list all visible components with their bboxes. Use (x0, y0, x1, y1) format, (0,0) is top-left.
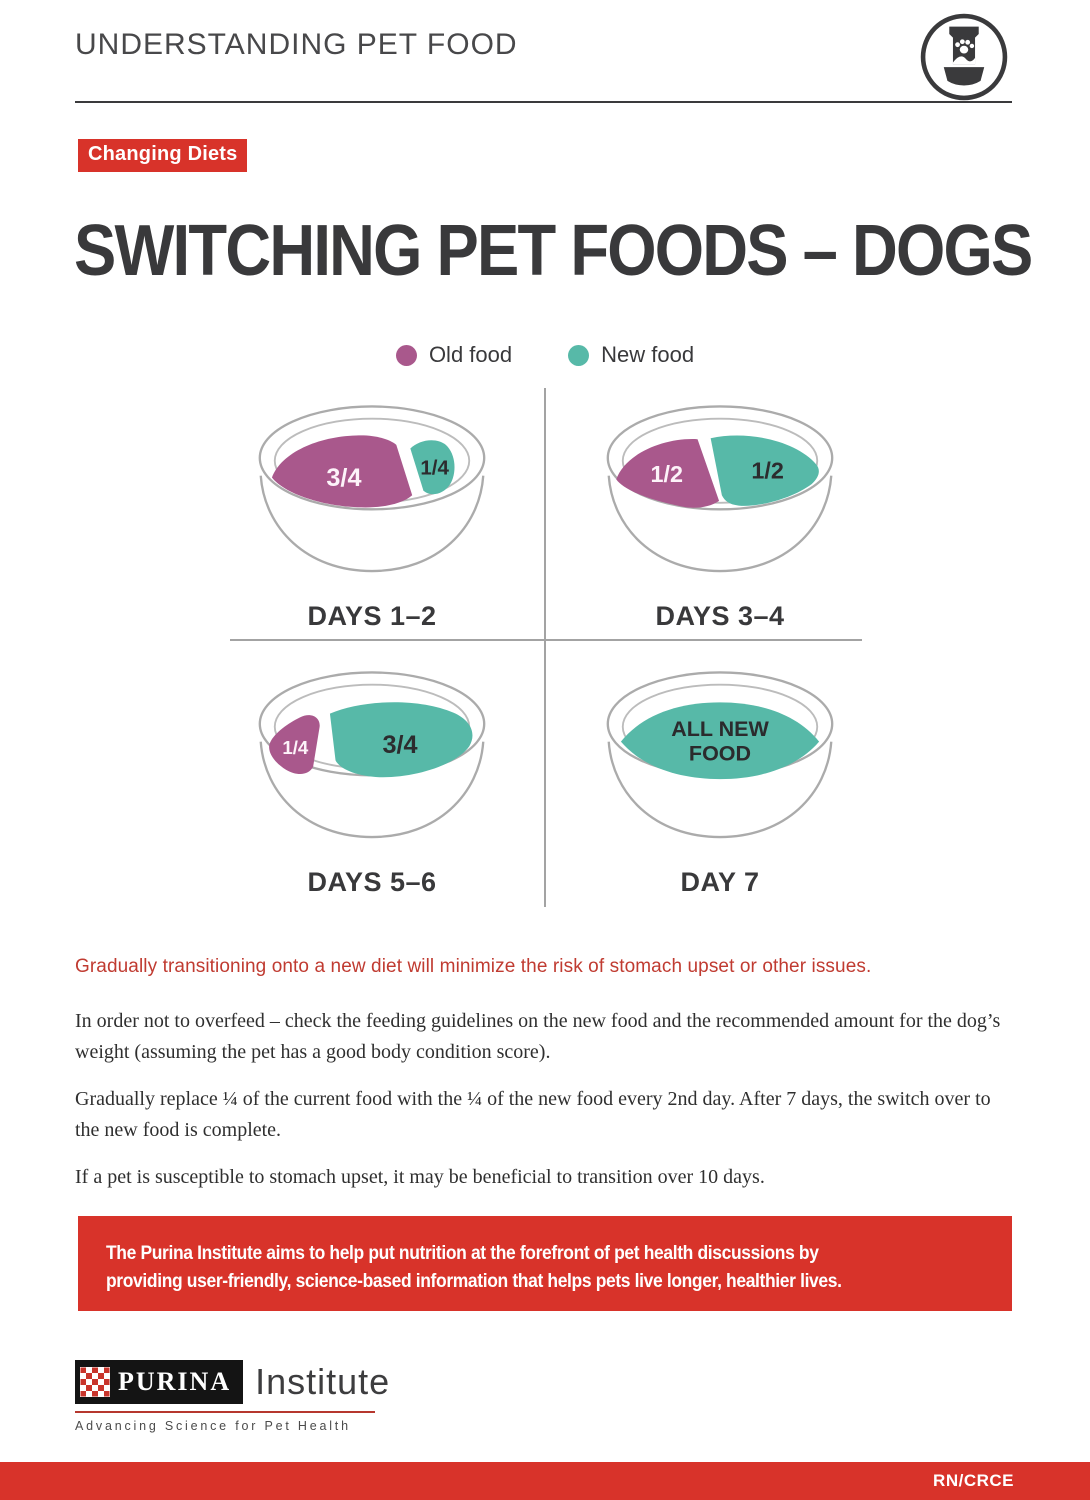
transition-diagram: 3/4 1/4 DAYS 1–2 1/2 1/2 DAYS 3–4 (0, 385, 1090, 915)
new-portion-label: 1/4 (420, 457, 449, 480)
old-portion-label: 1/2 (650, 461, 682, 487)
logo-tagline: Advancing Science for Pet Health (75, 1419, 351, 1433)
old-food-dot-icon (395, 344, 417, 366)
new-food-dot-icon (568, 344, 590, 366)
new-portion-label: 1/2 (751, 457, 783, 483)
legend-item-new-food: New food (568, 342, 694, 368)
legend-item-old-food: Old food (395, 342, 513, 368)
new-food-portion (620, 702, 820, 780)
new-food-portion (329, 702, 473, 778)
new-portion-label-line2: FOOD (689, 741, 751, 765)
page-title: SWITCHING PET FOODS – DOGS (74, 211, 1033, 291)
old-food-portion (616, 439, 720, 508)
legend: Old food New food (0, 342, 1090, 368)
purina-wordmark: PURINA (118, 1367, 232, 1396)
bowl-day-7: ALL NEW FOOD DAY 7 (570, 665, 870, 898)
footer-bar: RN/CRCE (0, 1462, 1090, 1500)
bowl-icon: ALL NEW FOOD (606, 671, 834, 839)
old-portion-label: 3/4 (326, 464, 361, 492)
new-portion-label-line1: ALL NEW (671, 717, 769, 741)
bowl-icon: 3/4 1/4 (258, 405, 486, 573)
bowl-icon: 1/2 1/2 (606, 405, 834, 573)
old-food-portion (269, 715, 320, 775)
bowl-days-3-4: 1/2 1/2 DAYS 3–4 (570, 399, 870, 632)
purina-wordmark-box: PURINA (75, 1360, 244, 1404)
logo-rule (75, 1411, 375, 1413)
info-box-line-2: providing user-friendly, science-based i… (106, 1270, 842, 1292)
old-portion-label: 1/4 (282, 737, 309, 758)
bowl-label: DAYS 3–4 (655, 601, 785, 631)
bowl-icon: 1/4 3/4 (258, 671, 486, 839)
bowl-label: DAY 7 (680, 867, 760, 897)
bowl-days-1-2: 3/4 1/4 DAYS 1–2 (222, 399, 522, 632)
body-paragraph-3: If a pet is susceptible to stomach upset… (75, 1166, 765, 1188)
header-title: UNDERSTANDING PET FOOD (75, 28, 518, 61)
institute-wordmark: Institute (255, 1361, 391, 1402)
callout-text: Gradually transitioning onto a new diet … (75, 956, 872, 977)
bowl-days-5-6: 1/4 3/4 DAYS 5–6 (222, 665, 522, 898)
body-copy: In order not to overfeed – check the fee… (75, 1006, 1020, 1209)
new-portion-label: 3/4 (383, 731, 418, 759)
purina-institute-info-box: The Purina Institute aims to help put nu… (78, 1216, 1012, 1311)
purina-institute-logo: PURINA Institute Advancing Science for P… (75, 1360, 390, 1433)
header-divider (75, 101, 1012, 103)
changing-diets-badge: Changing Diets (78, 139, 248, 172)
diagram-vertical-divider (544, 388, 546, 907)
legend-label-old-food: Old food (428, 342, 513, 367)
diagram-horizontal-divider (230, 639, 862, 641)
body-paragraph-1: In order not to overfeed – check the fee… (75, 1010, 1001, 1063)
body-paragraph-2: Gradually replace ¼ of the current food … (75, 1088, 991, 1141)
footer-code: RN/CRCE (933, 1471, 1014, 1490)
bowl-label: DAYS 1–2 (307, 601, 437, 631)
new-food-portion (710, 435, 819, 506)
pet-food-bag-icon (918, 11, 1010, 108)
info-box-line-1: The Purina Institute aims to help put nu… (106, 1243, 819, 1264)
purina-checkerboard-icon (80, 1367, 110, 1397)
bowl-label: DAYS 5–6 (307, 867, 437, 897)
new-food-portion (410, 440, 455, 495)
legend-label-new-food: New food (601, 342, 695, 367)
old-food-portion (271, 435, 413, 508)
